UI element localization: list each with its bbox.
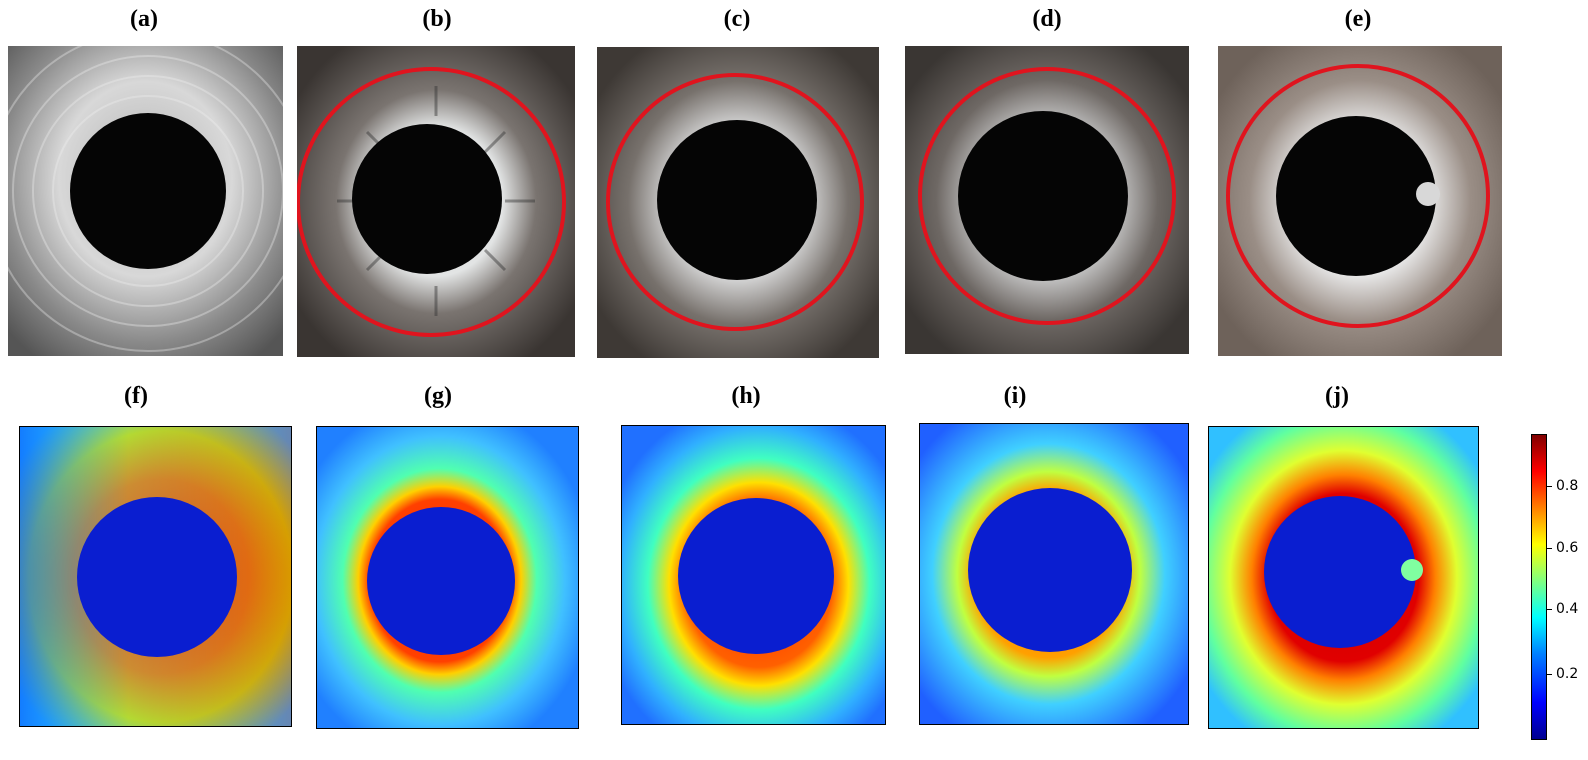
heatmap-f-image [20,427,291,726]
label-g: (g) [424,383,452,409]
hole [352,124,502,274]
heatmap-h [621,425,886,725]
label-h: (h) [731,383,761,409]
colorbar-tick [1547,609,1552,610]
photo-c-image [597,47,879,358]
photo-b-image [297,46,575,357]
colorbar-tick-label: 0.8 [1556,478,1579,494]
photo-b [297,46,575,357]
photo-e-image [1218,46,1502,356]
hole [657,120,817,280]
label-b: (b) [422,6,452,32]
hole [678,498,834,654]
heatmap-g [316,426,579,729]
label-c: (c) [723,6,751,32]
colorbar-tick-label: 0.4 [1556,601,1579,617]
hole [968,488,1132,652]
heatmap-i [919,423,1189,725]
heatmap-j [1208,426,1479,729]
hole [1264,496,1416,648]
colorbar-tick [1547,486,1552,487]
photo-a-image [8,46,283,356]
label-e: (e) [1344,6,1372,32]
colorbar-tick [1547,674,1552,675]
red-circle [297,67,566,337]
hole [1276,116,1436,276]
label-i: (i) [1003,383,1027,409]
photo-a [8,46,283,356]
heatmap-g-image [317,427,578,728]
hole [70,113,226,269]
hole [958,111,1128,281]
label-j: (j) [1325,383,1349,409]
heatmap-j-image [1209,427,1478,728]
heatmap-i-image [920,424,1188,724]
label-f: (f) [124,383,148,409]
defect-spot [1401,559,1423,581]
hole [77,497,237,657]
colorbar-tick-label: 0.6 [1556,540,1579,556]
colorbar-tick-label: 0.2 [1556,666,1579,682]
label-d: (d) [1032,6,1062,32]
defect-spot [1416,182,1440,206]
red-circle [1226,64,1490,328]
hole [367,507,515,655]
red-circle [918,67,1176,325]
label-a: (a) [130,6,158,32]
heatmap-f [19,426,292,727]
heatmap-h-image [622,426,885,724]
photo-d [905,46,1189,354]
photo-e [1218,46,1502,356]
colorbar [1531,434,1547,740]
colorbar-tick [1547,548,1552,549]
photo-d-image [905,46,1189,354]
photo-c [597,47,879,358]
red-circle [606,73,864,331]
